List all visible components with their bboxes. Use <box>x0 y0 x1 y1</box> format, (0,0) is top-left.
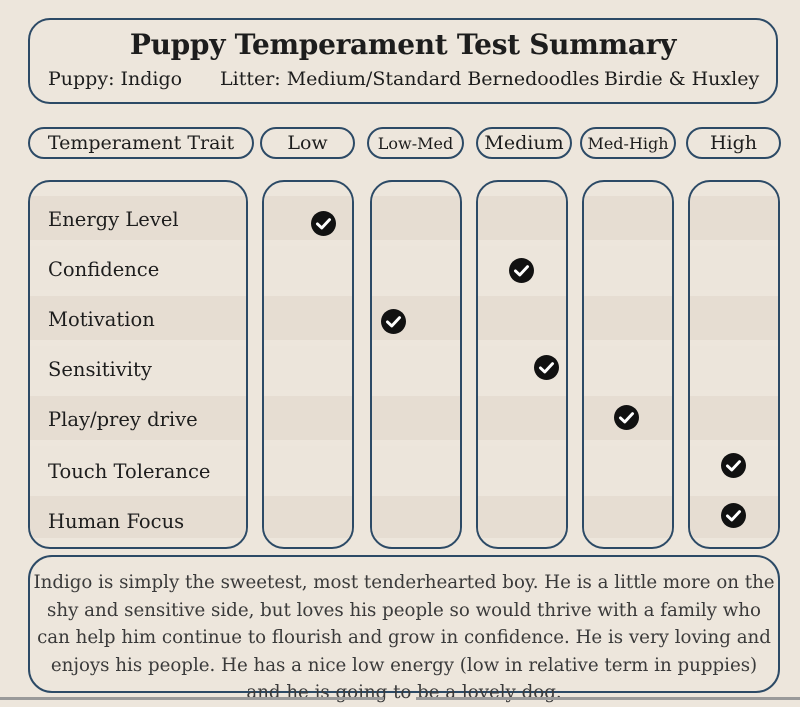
row-band <box>264 346 352 390</box>
check-icon <box>721 453 746 478</box>
check-icon <box>311 211 336 236</box>
row-band <box>264 396 352 440</box>
row-band <box>372 246 460 290</box>
page-bottom-divider <box>416 697 800 700</box>
row-band <box>584 246 672 290</box>
litter-info: Litter: Medium/Standard Bernedoodles <box>220 68 600 90</box>
row-band <box>690 396 778 440</box>
puppy-name: Puppy: Indigo <box>48 68 183 90</box>
row-band <box>584 346 672 390</box>
column-header-low-med: Low-Med <box>367 127 464 159</box>
page-title: Puppy Temperament Test Summary <box>129 28 677 61</box>
trait-label: Energy Level <box>48 208 179 231</box>
check-icon <box>534 355 559 380</box>
trait-label: Motivation <box>48 308 155 331</box>
trait-label: Sensitivity <box>48 358 152 381</box>
row-band <box>478 396 566 440</box>
row-band <box>478 296 566 340</box>
row-band <box>372 396 460 440</box>
row-band <box>30 396 246 440</box>
med-high-column <box>582 180 674 549</box>
row-band <box>264 296 352 340</box>
row-band <box>478 446 566 490</box>
trait-label: Touch Tolerance <box>48 460 211 483</box>
row-band <box>30 196 246 240</box>
trait-label: Confidence <box>48 258 160 281</box>
row-band <box>264 196 352 240</box>
row-band <box>584 496 672 538</box>
row-band <box>30 346 246 390</box>
row-band <box>264 446 352 490</box>
check-icon <box>614 405 639 430</box>
low-med-column <box>370 180 462 549</box>
trait-label: Play/prey drive <box>48 408 198 431</box>
column-header-trait: Temperament Trait <box>28 127 254 159</box>
parents-info: Birdie & Huxley <box>604 68 760 90</box>
column-header-high: High <box>686 127 781 159</box>
high-column <box>688 180 780 549</box>
check-icon <box>381 309 406 334</box>
row-band <box>30 296 246 340</box>
row-band <box>584 296 672 340</box>
row-band <box>30 496 246 538</box>
row-band <box>372 496 460 538</box>
low-column <box>262 180 354 549</box>
row-band <box>584 196 672 240</box>
trait-label: Human Focus <box>48 510 185 533</box>
row-band <box>264 496 352 538</box>
row-band <box>264 246 352 290</box>
row-band <box>372 446 460 490</box>
row-band <box>478 196 566 240</box>
row-band <box>372 196 460 240</box>
column-header-med-high: Med-High <box>580 127 676 159</box>
row-band <box>584 446 672 490</box>
row-band <box>30 446 246 490</box>
row-band <box>372 346 460 390</box>
check-icon <box>721 503 746 528</box>
summary-box: Indigo is simply the sweetest, most tend… <box>28 555 780 703</box>
row-band <box>478 496 566 538</box>
summary-text: Indigo is simply the sweetest, most tend… <box>33 572 775 703</box>
row-band <box>690 296 778 340</box>
row-band <box>690 196 778 240</box>
check-icon <box>509 258 534 283</box>
summary-header: Puppy Temperament Test Summary Puppy: In… <box>28 18 778 104</box>
row-band <box>690 346 778 390</box>
row-band <box>690 246 778 290</box>
page-bottom-divider <box>0 697 384 700</box>
trait-column: Energy Level Confidence Motivation Sensitiv… <box>28 180 248 549</box>
row-band <box>30 246 246 290</box>
column-header-low: Low <box>260 127 355 159</box>
column-header-medium: Medium <box>476 127 572 159</box>
